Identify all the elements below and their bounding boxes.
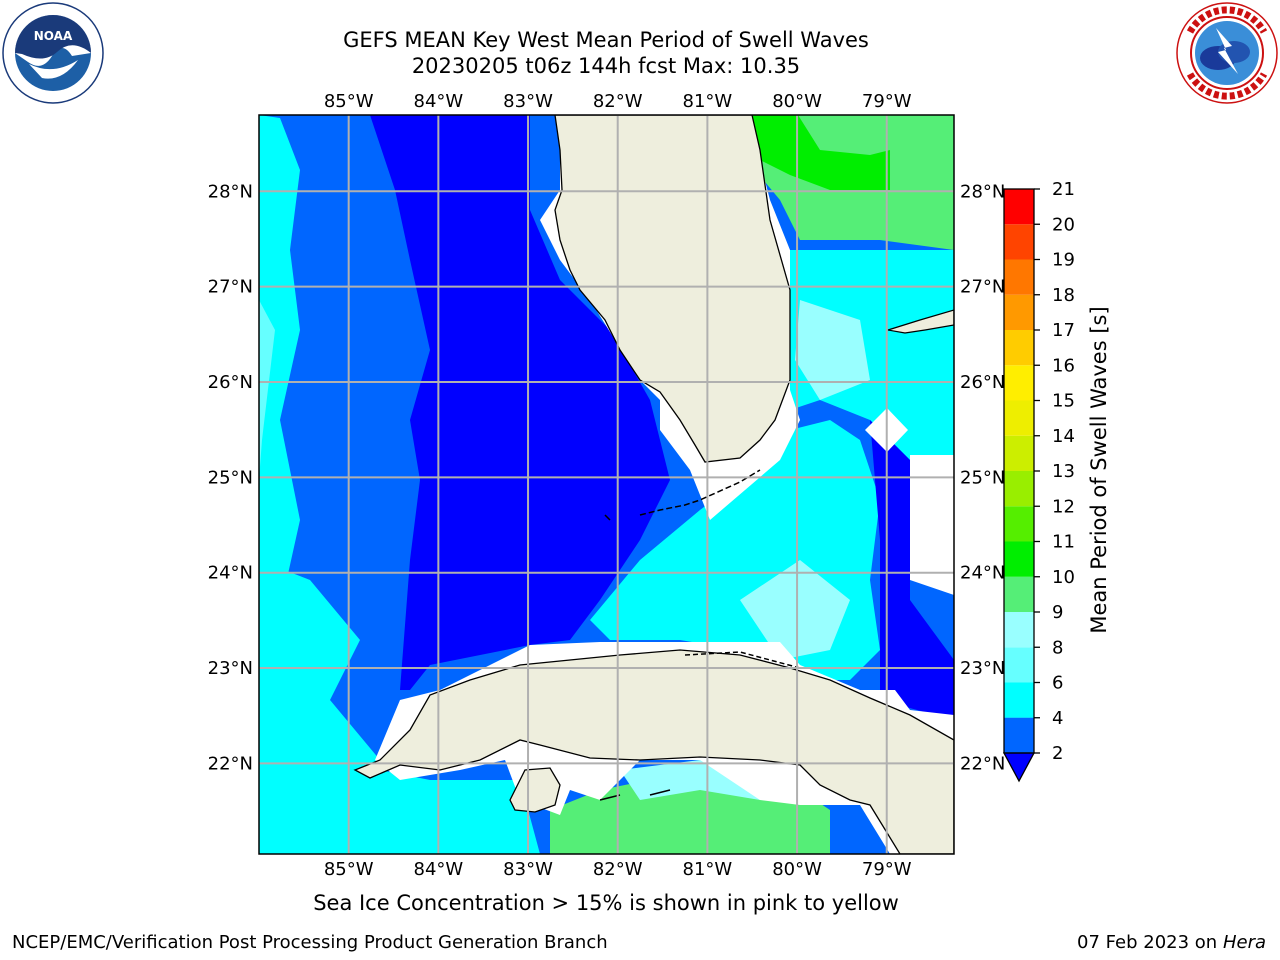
colorbar-segment <box>1004 224 1034 260</box>
colorbar-segment <box>1004 506 1034 542</box>
chart-subtitle: 20230205 t06z 144h fcst Max: 10.35 <box>411 54 801 78</box>
colorbar-tick-label: 20 <box>1052 214 1075 235</box>
ocean-field-green-north <box>752 115 890 190</box>
colorbar-segment <box>1004 400 1034 436</box>
florida-land <box>554 115 791 463</box>
ocean-field-deep-blue-gulf <box>370 115 670 690</box>
lon-label-bottom: 85°W <box>324 859 374 880</box>
colorbar-tick-label: 15 <box>1052 391 1075 412</box>
footer-credit: NCEP/EMC/Verification Post Processing Pr… <box>12 932 608 953</box>
colorbar-tick-label: 11 <box>1052 532 1075 553</box>
colorbar-segment <box>1004 259 1034 295</box>
colorbar-segment-first <box>1004 717 1034 753</box>
colorbar-tick-label: 16 <box>1052 355 1075 376</box>
colorbar-segment <box>1004 612 1034 648</box>
lon-label-bottom: 80°W <box>772 859 822 880</box>
colorbar-segment <box>1004 576 1034 612</box>
colorbar-tick-label: 12 <box>1052 496 1075 517</box>
colorbar: 2 4 6 8 9 10 11 12 13 14 15 16 17 18 19 20 21 <box>1002 179 1075 783</box>
svg-text:NOAA: NOAA <box>34 29 73 43</box>
grand-bahama-island <box>887 309 954 334</box>
colorbar-segment <box>1004 294 1034 330</box>
lat-label-right: 22°N <box>960 753 1005 774</box>
colorbar-segment <box>1004 471 1034 507</box>
lon-label-top: 83°W <box>503 91 553 112</box>
colorbar-tick-label: 4 <box>1052 708 1063 729</box>
colorbar-segment <box>1004 541 1034 577</box>
lon-label-top: 79°W <box>862 91 912 112</box>
ocean-field-light-atlantic <box>795 300 870 400</box>
small-cays <box>599 514 671 801</box>
cuba-north-cays <box>684 651 801 669</box>
sea-ice-note: Sea Ice Concentration > 15% is shown in … <box>313 891 899 915</box>
colorbar-segment <box>1004 330 1034 366</box>
lat-label-left: 23°N <box>208 658 253 679</box>
lat-label-left: 28°N <box>208 181 253 202</box>
swell-period-field <box>259 115 954 854</box>
lon-label-bottom: 84°W <box>414 859 464 880</box>
colorbar-tick-label: 19 <box>1052 250 1075 271</box>
nws-logo <box>1176 2 1278 104</box>
colorbar-tick-label: 21 <box>1052 179 1075 200</box>
lat-label-right: 28°N <box>960 181 1005 202</box>
colorbar-segment <box>1004 435 1034 471</box>
colorbar-extend-min <box>1002 752 1036 783</box>
colorbar-tick-label: 18 <box>1052 285 1075 306</box>
lat-label-right: 25°N <box>960 467 1005 488</box>
colorbar-segment <box>1004 189 1034 225</box>
ocean-field-aqua-south <box>330 760 540 854</box>
colorbar-tick-label: 9 <box>1052 602 1063 623</box>
lon-label-bottom: 79°W <box>862 859 912 880</box>
lat-label-right: 26°N <box>960 372 1005 393</box>
lon-label-bottom: 82°W <box>593 859 643 880</box>
noaa-logo: NOAA <box>2 2 104 104</box>
lat-label-right: 23°N <box>960 658 1005 679</box>
isla-de-la-juventud <box>509 767 561 813</box>
footer-date: 07 Feb 2023 on <box>1077 932 1218 953</box>
colorbar-tick-label: 13 <box>1052 461 1075 482</box>
colorbar-tick-label: 2 <box>1052 743 1063 764</box>
footer-machine: Hera <box>1222 932 1266 953</box>
lon-label-top: 81°W <box>683 91 733 112</box>
lat-label-left: 25°N <box>208 467 253 488</box>
masked-area-andros <box>910 455 954 595</box>
colorbar-tick-label: 14 <box>1052 426 1075 447</box>
ocean-field-deep-blue-east <box>870 420 954 720</box>
colorbar-tick-label: 6 <box>1052 673 1063 694</box>
colorbar-segment <box>1004 365 1034 401</box>
lon-label-top: 84°W <box>414 91 464 112</box>
lon-label-top: 85°W <box>324 91 374 112</box>
ocean-field-light-west <box>259 300 275 480</box>
lat-label-left: 22°N <box>208 753 253 774</box>
lat-label-right: 24°N <box>960 563 1005 584</box>
colorbar-label: Mean Period of Swell Waves [s] <box>1087 306 1111 633</box>
ocean-field-light-straits <box>740 560 850 660</box>
lat-label-right: 27°N <box>960 277 1005 298</box>
colorbar-tick-label: 17 <box>1052 320 1075 341</box>
map-tick-labels: 85°W 85°W 84°W 84°W 83°W 83°W 82°W 82°W 81°W 81°W… <box>208 91 1006 880</box>
lon-label-bottom: 83°W <box>503 859 553 880</box>
footer-timestamp: 07 Feb 2023 on Hera <box>1077 932 1266 953</box>
colorbar-segment <box>1004 682 1034 718</box>
map-gridlines <box>259 115 954 854</box>
ocean-field-aqua-west <box>259 115 300 640</box>
lat-label-left: 26°N <box>208 372 253 393</box>
map-frame <box>258 114 955 855</box>
colorbar-tick-label: 8 <box>1052 637 1063 658</box>
lat-label-left: 24°N <box>208 563 253 584</box>
lon-label-top: 80°W <box>772 91 822 112</box>
lon-label-top: 82°W <box>593 91 643 112</box>
colorbar-tick-label: 10 <box>1052 567 1075 588</box>
chart-title: GEFS MEAN Key West Mean Period of Swell … <box>343 28 869 52</box>
lon-label-bottom: 81°W <box>683 859 733 880</box>
lat-label-left: 27°N <box>208 277 253 298</box>
florida-keys <box>639 469 761 516</box>
colorbar-segment <box>1004 647 1034 683</box>
